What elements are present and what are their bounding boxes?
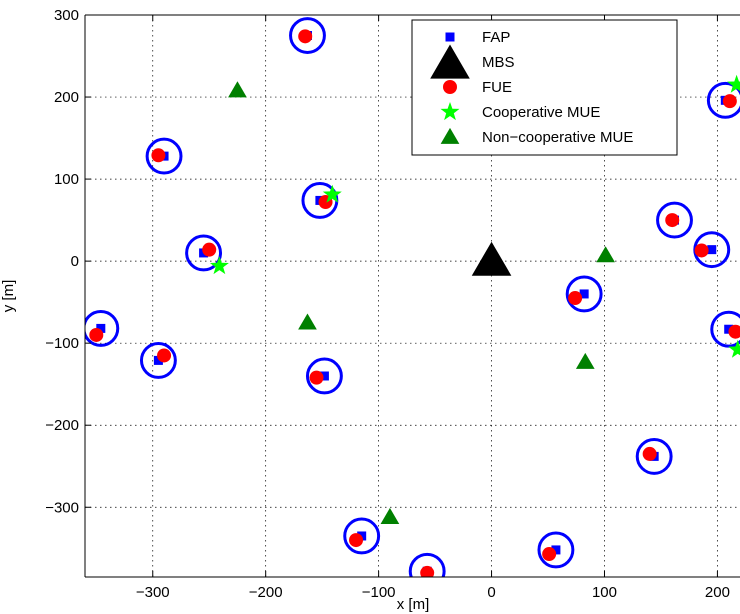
coverage-circle xyxy=(565,275,603,313)
coverage-circle xyxy=(635,437,673,475)
y-tick-label: 0 xyxy=(71,253,79,270)
fue-marker xyxy=(642,446,657,461)
coverage-circle xyxy=(85,309,120,347)
fue-marker xyxy=(298,29,313,44)
fue-marker xyxy=(202,242,217,257)
non-cooperative-mue-marker xyxy=(228,81,247,98)
cooperative-mue-marker xyxy=(322,184,342,203)
fap-marker xyxy=(153,355,163,365)
coverage-circle xyxy=(710,310,740,348)
fap-marker xyxy=(707,245,717,255)
fap-marker xyxy=(579,289,589,299)
non-cooperative-mue-marker xyxy=(298,313,317,330)
x-tick-label: 200 xyxy=(705,584,730,601)
y-tick-label: −200 xyxy=(45,417,79,434)
x-tick-label: −300 xyxy=(136,584,170,601)
legend: FAP MBS FUE Cooperative MUE Non−cooperative … xyxy=(411,19,678,156)
y-tick-label: 100 xyxy=(54,171,79,188)
y-tick-label: 300 xyxy=(54,7,79,24)
chart-marks xyxy=(85,17,740,577)
fue-marker xyxy=(722,94,737,109)
coverage-circle xyxy=(706,81,740,119)
legend-label: Cooperative MUE xyxy=(482,104,600,121)
legend-label: MBS xyxy=(482,54,515,71)
mbs-marker xyxy=(471,241,512,276)
coverage-circle xyxy=(408,552,446,577)
fue-marker xyxy=(694,243,709,258)
fue-marker xyxy=(349,533,364,548)
coverage-circle xyxy=(656,201,693,239)
y-tick-label: −100 xyxy=(45,335,79,352)
non-cooperative-mue-marker xyxy=(596,246,615,263)
fue-marker xyxy=(665,213,680,228)
legend-marker xyxy=(440,102,460,121)
cooperative-mue-marker xyxy=(209,256,229,275)
x-tick-label: 100 xyxy=(592,584,617,601)
coverage-circle xyxy=(537,531,575,569)
legend-label: FAP xyxy=(482,29,510,46)
x-tick-label: 0 xyxy=(487,584,495,601)
coverage-circle xyxy=(139,341,177,379)
y-tick-label: −300 xyxy=(45,499,79,516)
fap-marker xyxy=(319,371,329,381)
cooperative-mue-marker xyxy=(727,74,740,93)
fue-marker xyxy=(420,565,435,577)
legend-marker xyxy=(443,80,457,94)
coverage-circle xyxy=(145,137,183,175)
fue-marker xyxy=(89,327,104,342)
coverage-circle xyxy=(289,17,326,54)
non-cooperative-mue-marker xyxy=(380,507,400,524)
axes: −300 −200 −100 0 100 200 300 200 100 0 −100 −200 −30… xyxy=(45,7,740,601)
fap-marker xyxy=(551,545,561,555)
cooperative-mue-marker xyxy=(728,339,740,358)
coverage-circle xyxy=(185,234,223,272)
coverage-circle xyxy=(343,517,381,555)
y-tick-label: 200 xyxy=(54,89,79,106)
legend-marker xyxy=(440,127,460,144)
fap-marker xyxy=(96,323,106,333)
fap-marker xyxy=(724,324,734,334)
legend-marker xyxy=(430,44,470,79)
fue-marker xyxy=(728,324,740,339)
fue-marker xyxy=(157,348,172,363)
non-cooperative-mue-marker xyxy=(575,352,595,369)
fue-marker xyxy=(151,148,166,163)
fue-marker xyxy=(309,370,324,385)
y-axis-label: y [m] xyxy=(0,280,17,313)
fue-marker xyxy=(542,547,557,562)
legend-label: Non−cooperative MUE xyxy=(482,129,633,146)
legend-marker xyxy=(445,32,455,42)
fue-marker xyxy=(568,291,583,306)
x-tick-label: −200 xyxy=(249,584,283,601)
x-axis-label: x [m] xyxy=(397,596,430,613)
legend-label: FUE xyxy=(482,79,512,96)
coverage-circle xyxy=(305,357,343,395)
x-tick-label: −100 xyxy=(362,584,396,601)
